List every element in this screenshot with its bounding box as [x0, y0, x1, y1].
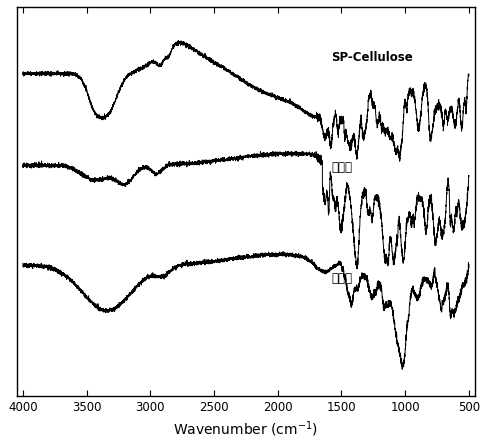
Text: 纤维素: 纤维素 — [331, 272, 352, 285]
Text: SP-Cellulose: SP-Cellulose — [331, 51, 413, 64]
Text: 螺吵噔: 螺吵噔 — [331, 161, 352, 174]
X-axis label: Wavenumber (cm$^{-1}$): Wavenumber (cm$^{-1}$) — [173, 419, 319, 439]
